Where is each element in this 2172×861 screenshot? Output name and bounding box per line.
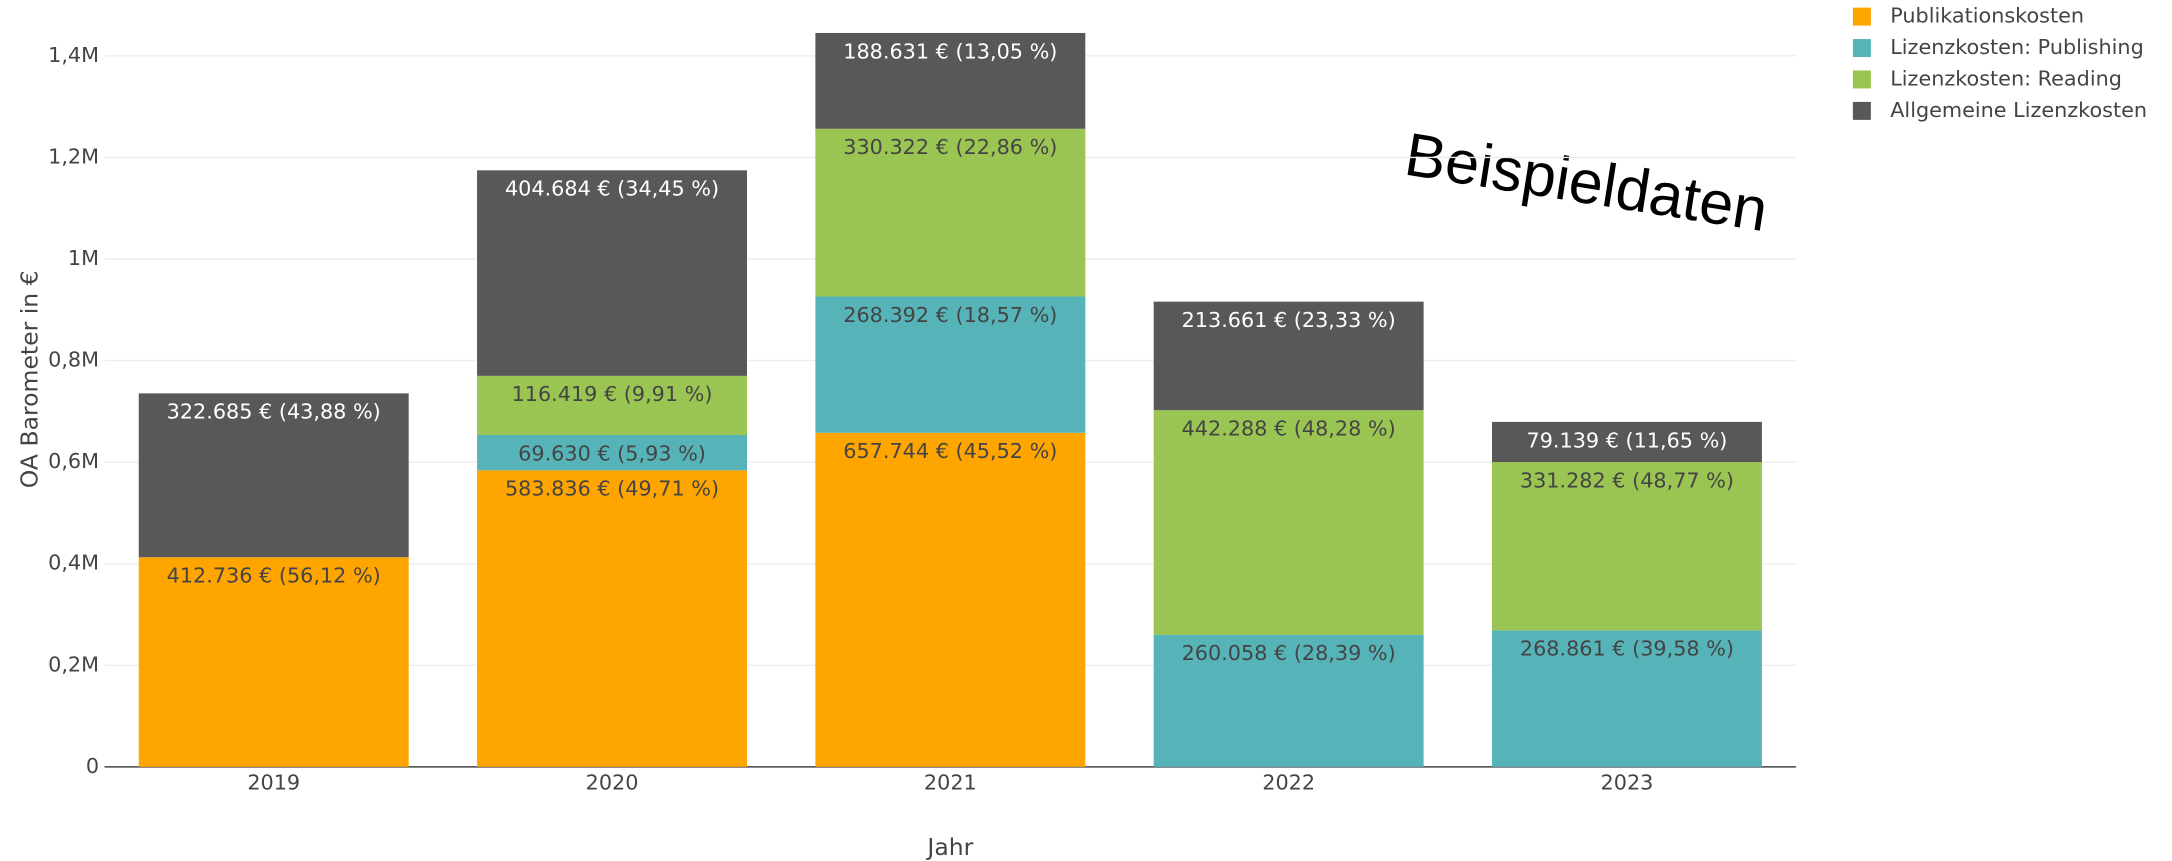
data-label: 412.736 € (56,12 %)	[167, 564, 381, 588]
x-tick-label: 2023	[1601, 770, 1654, 794]
y-tick-label: 1M	[68, 246, 99, 270]
bar-segment	[1153, 410, 1424, 635]
bar-segment	[1153, 634, 1424, 767]
bar-segment	[477, 375, 747, 435]
data-label: 657.744 € (45,52 %)	[843, 439, 1057, 463]
bar-segment	[477, 470, 747, 767]
data-label: 583.836 € (49,71 %)	[505, 477, 719, 501]
x-tick-label: 2019	[247, 770, 300, 794]
data-label: 331.282 € (48,77 %)	[1520, 468, 1734, 492]
bar-segment	[138, 393, 409, 558]
data-label: 268.861 € (39,58 %)	[1520, 637, 1734, 661]
bar-segment	[815, 432, 1086, 767]
y-axis-title: OA Barometer in €	[16, 270, 44, 488]
bar-segment	[815, 32, 1086, 129]
data-label: 404.684 € (34,45 %)	[505, 177, 719, 201]
y-tick-label: 1,4M	[48, 43, 99, 67]
legend-swatch	[1852, 101, 1871, 120]
data-label: 260.058 € (28,39 %)	[1182, 641, 1396, 665]
bar-segment	[1153, 301, 1424, 411]
bar-segment	[477, 170, 747, 376]
legend-swatch	[1852, 70, 1871, 89]
bar-segment	[1491, 421, 1762, 463]
bar-segment	[1491, 630, 1762, 767]
legend-swatch	[1852, 7, 1871, 26]
data-label: 116.419 € (9,91 %)	[512, 382, 713, 406]
data-label: 442.288 € (48,28 %)	[1182, 417, 1396, 441]
legend-label: Lizenzkosten: Publishing	[1890, 35, 2144, 59]
x-axis-title: Jahr	[925, 833, 973, 861]
legend-swatch	[1852, 39, 1871, 58]
legend-label: Allgemeine Lizenzkosten	[1890, 98, 2147, 122]
data-label: 330.322 € (22,86 %)	[843, 135, 1057, 159]
legend-label: Lizenzkosten: Reading	[1890, 66, 2122, 90]
data-label: 213.661 € (23,33 %)	[1182, 308, 1396, 332]
x-tick-label: 2022	[1262, 770, 1315, 794]
x-tick-label: 2020	[586, 770, 639, 794]
data-label: 322.685 € (43,88 %)	[167, 400, 381, 424]
bar-segment	[1491, 462, 1762, 631]
data-label: 79.139 € (11,65 %)	[1527, 428, 1728, 452]
y-tick-label: 0,2M	[48, 652, 99, 676]
bar-segment	[815, 128, 1086, 297]
bar-segment	[815, 296, 1086, 433]
data-label: 268.392 € (18,57 %)	[843, 303, 1057, 327]
y-tick-label: 0	[86, 754, 99, 778]
annotation: Beispieldaten	[1401, 120, 1773, 244]
y-tick-label: 0,4M	[48, 551, 99, 575]
legend-label: Publikationskosten	[1890, 4, 2084, 28]
y-tick-label: 0,6M	[48, 449, 99, 473]
y-tick-label: 1,2M	[48, 144, 99, 168]
data-label: 69.630 € (5,93 %)	[518, 441, 706, 465]
bar-segment	[477, 434, 747, 471]
y-tick-label: 0,8M	[48, 348, 99, 372]
x-tick-label: 2021	[924, 770, 977, 794]
bar-segment	[138, 557, 409, 767]
data-label: 188.631 € (13,05 %)	[843, 39, 1057, 63]
